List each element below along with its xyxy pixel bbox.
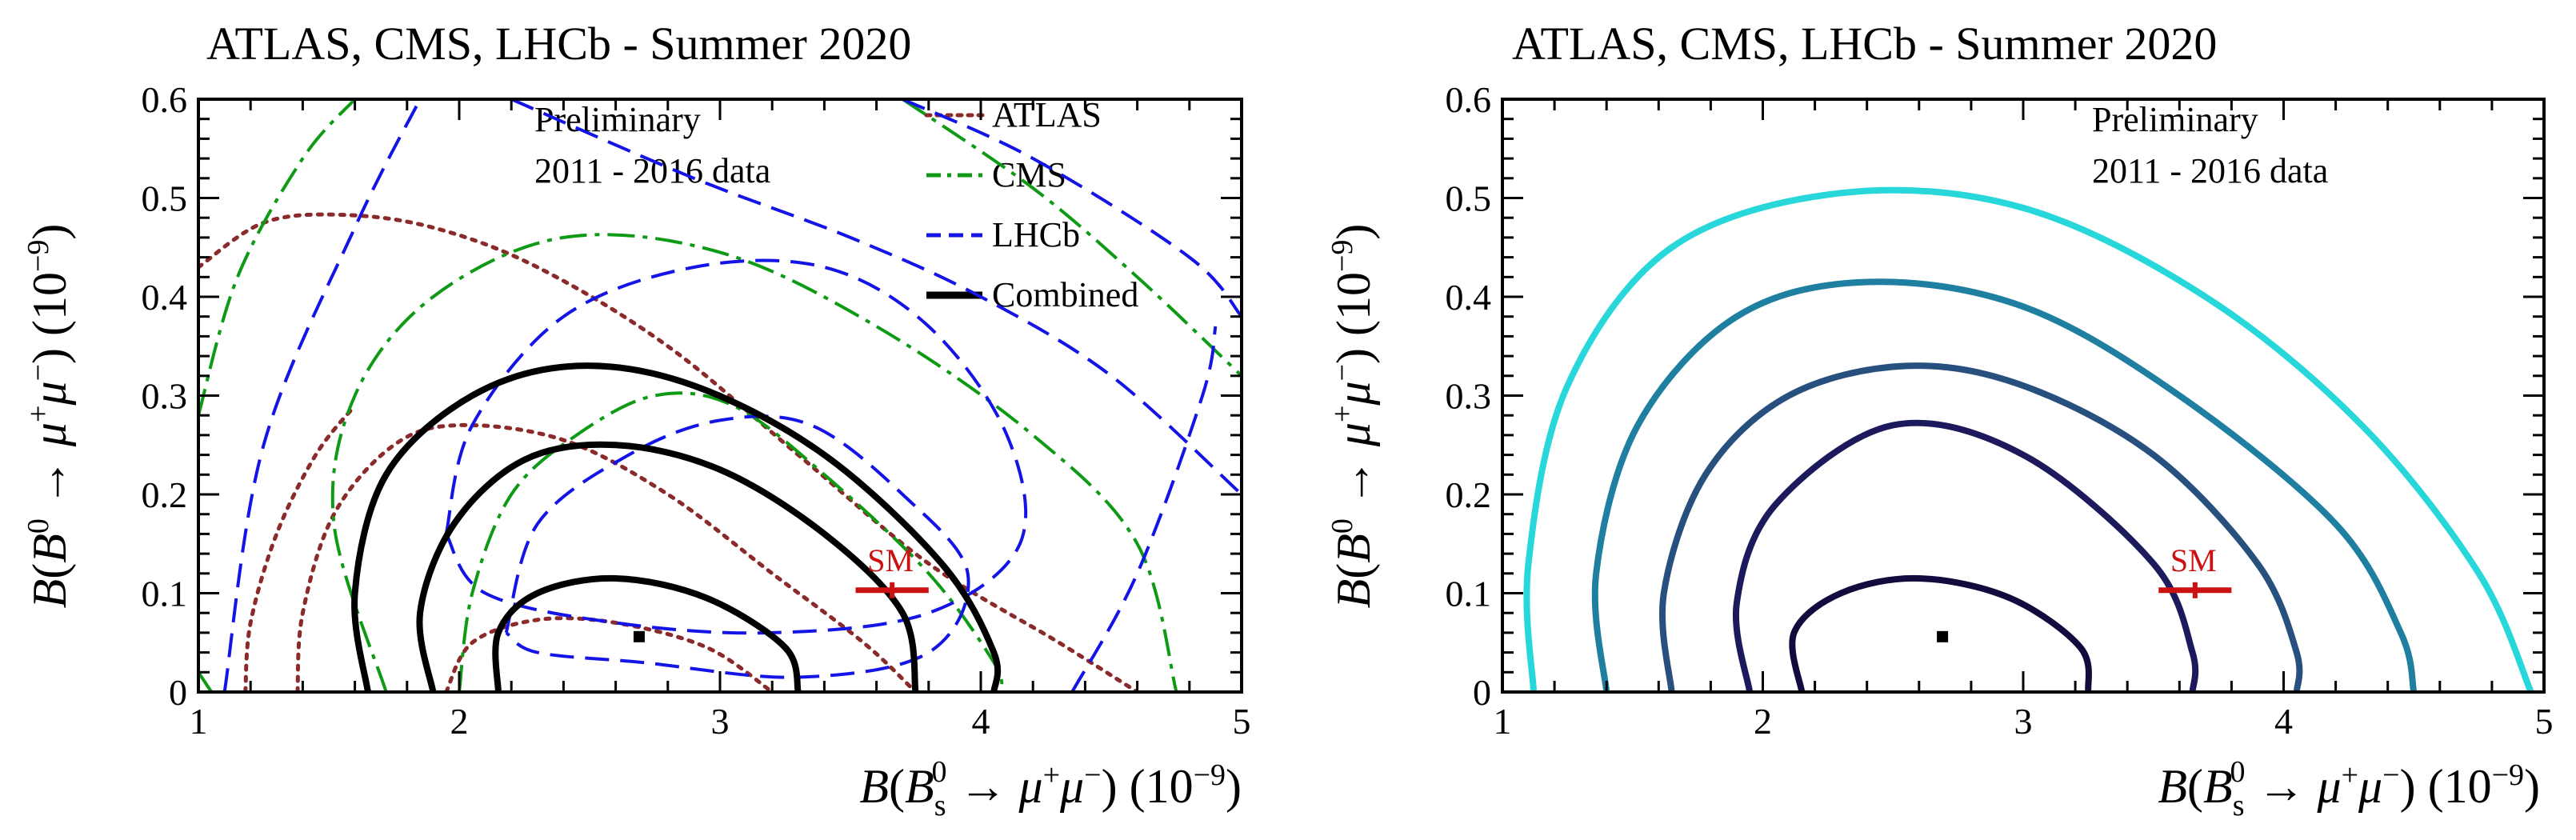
y-tick-label: 0.1 [1446,574,1492,614]
contour-atlas-1 [295,422,918,692]
contour-atlas-3 [243,403,358,692]
svg-text:B(B0 → μ+μ−) (10−9): B(B0 → μ+μ−) (10−9) [1326,224,1380,609]
contour-level-3 [1591,278,2418,692]
x-tick-label: 5 [2535,701,2554,742]
contour-level-1 [1733,419,2199,692]
svg-text:B(Bs0 → μ+μ−) (10−9): B(Bs0 → μ+μ−) (10−9) [859,755,1242,822]
right-note-data: 2011 - 2016 data [2092,151,2328,190]
x-tick-label: 1 [1494,701,1512,742]
y-tick-label: 0.5 [142,178,188,219]
y-tick-label: 0.4 [142,277,188,318]
left-x-axis-label: B(Bs0 → μ+μ−) (10−9) [859,755,1242,822]
x-tick-label: 5 [1233,701,1251,742]
y-tick-label: 0.1 [142,574,188,614]
best-fit-marker [1937,630,1949,642]
y-tick-label: 0.6 [1446,79,1492,120]
right-x-axis-label: B(Bs0 → μ+μ−) (10−9) [2158,755,2540,822]
contour-cms-6 [198,99,357,416]
svg-text:B(B0 → μ+μ−) (10−9): B(B0 → μ+μ−) (10−9) [22,224,76,609]
y-tick-label: 0.3 [1446,376,1492,417]
contour-level-4 [1523,186,2534,692]
contour-cms-4 [458,391,1004,692]
contours [1523,186,2534,692]
legend-label-combined: Combined [992,275,1138,314]
contour-lhcb-10 [444,258,1028,635]
contour-cms-8 [198,671,213,692]
left-panel-title: ATLAS, CMS, LHCb - Summer 2020 [206,18,911,70]
y-tick-label: 0 [1473,672,1491,713]
y-tick-label: 0.2 [142,474,188,515]
contour-cms-5 [330,233,1178,692]
y-tick-label: 0.4 [1446,277,1492,318]
x-tick-label: 4 [2274,701,2293,742]
contour-cms-7 [902,99,1242,378]
right-note-preliminary: Preliminary [2092,100,2258,139]
x-tick-label: 2 [450,701,469,742]
legend: ATLAS CMS LHCb Combined [924,95,1138,314]
contour-combined-15 [492,574,802,692]
x-tick-label: 2 [1754,701,1772,742]
sm-label: SM [867,542,914,578]
contour-lhcb-13 [902,99,1242,318]
left-note-data: 2011 - 2016 data [534,151,770,190]
x-tick-label: 3 [711,701,730,742]
contour-atlas-2 [198,212,1140,692]
x-tick-label: 3 [2014,701,2033,742]
contour-level-2 [1658,362,2303,692]
contour-lhcb-12 [510,99,1242,496]
panel-right: ATLAS, CMS, LHCb - Summer 2020 Prelimina… [1326,18,2554,822]
svg-text:B(Bs0 → μ+μ−) (10−9): B(Bs0 → μ+μ−) (10−9) [2158,755,2540,822]
y-tick-label: 0.6 [142,79,188,120]
y-tick-label: 0.3 [142,376,188,417]
contour-lhcb-9 [504,414,970,679]
contour-lhcb-14 [1070,326,1218,692]
legend-label-lhcb: LHCb [992,215,1080,254]
right-panel-title: ATLAS, CMS, LHCb - Summer 2020 [1512,18,2217,70]
contour-combined-16 [416,441,919,692]
contours [198,99,1242,692]
y-tick-label: 0.2 [1446,474,1492,515]
legend-label-cms: CMS [992,155,1066,194]
contour-combined-17 [351,362,1002,692]
legend-label-atlas: ATLAS [992,95,1102,134]
y-tick-label: 0 [169,672,187,713]
x-tick-label: 1 [190,701,208,742]
sm-label: SM [2170,542,2217,578]
x-tick-label: 4 [972,701,990,742]
y-tick-label: 0.5 [1446,178,1492,219]
best-fit-marker [633,630,645,642]
contour-level-0 [1789,574,2092,692]
panel-left: ATLAS, CMS, LHCb - Summer 2020 Prelimina… [22,18,1251,822]
right-y-axis-label: B(B0 → μ+μ−) (10−9) [1326,224,1380,609]
left-note-preliminary: Preliminary [534,100,701,139]
left-y-axis-label: B(B0 → μ+μ−) (10−9) [22,224,76,609]
